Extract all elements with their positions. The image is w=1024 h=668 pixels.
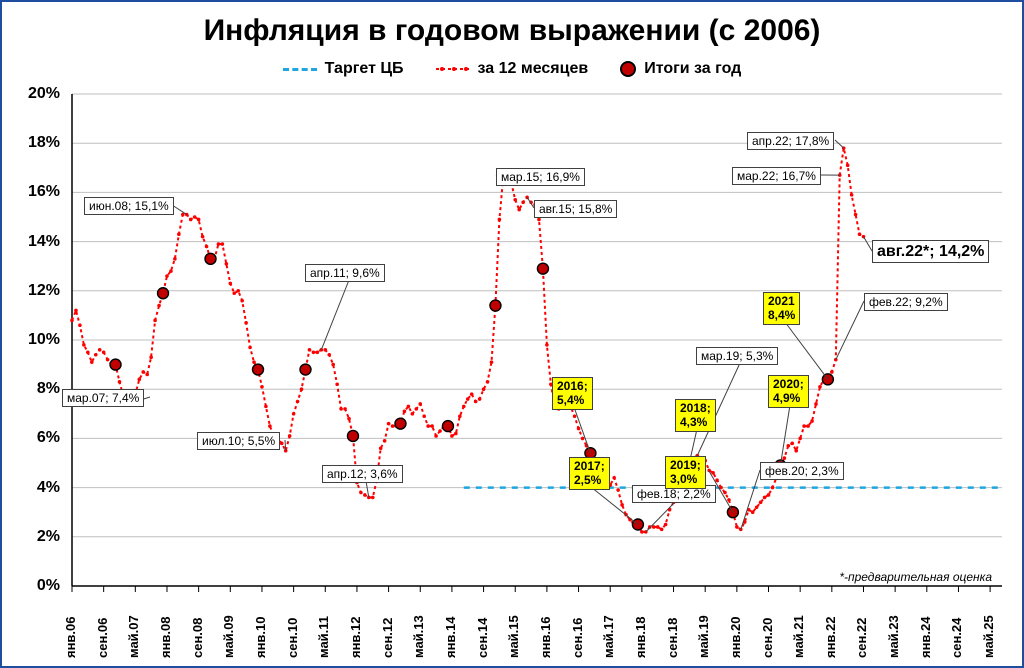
x-tick-label: янв.16 <box>538 616 553 658</box>
x-tick-label: май.23 <box>886 615 901 658</box>
callout-label: мар.22; 16,7% <box>732 167 821 185</box>
x-tick-label: янв.22 <box>823 616 838 658</box>
legend-label-target: Таргет ЦБ <box>325 60 404 78</box>
y-tick-label: 12% <box>28 282 60 300</box>
x-tick-label: янв.24 <box>918 616 933 658</box>
y-tick-label: 20% <box>28 85 60 103</box>
x-tick-label: сен.16 <box>570 618 585 658</box>
y-tick-label: 6% <box>37 429 60 447</box>
callout-label: июн.08; 15,1% <box>84 197 174 215</box>
x-tick-label: сен.10 <box>285 618 300 658</box>
legend-label-12m: за 12 месяцев <box>478 60 589 78</box>
x-tick-label: май.09 <box>221 615 236 658</box>
x-tick-label: сен.24 <box>949 618 964 658</box>
legend: Таргет ЦБ за 12 месяцев Итоги за год <box>2 60 1022 78</box>
x-tick-label: май.19 <box>696 615 711 658</box>
x-tick-label: май.11 <box>316 616 331 658</box>
callout-label: фев.22; 9,2% <box>864 293 948 311</box>
legend-swatch-12m <box>436 64 470 74</box>
y-tick-label: 4% <box>37 479 60 497</box>
x-axis-labels: янв.06сен.06май.07янв.08сен.08май.09янв.… <box>72 586 1002 658</box>
callout-label: мар.15; 16,9% <box>496 168 585 186</box>
callout-label: фев.20; 2,3% <box>760 462 844 480</box>
callout-label: 2020;4,9% <box>768 375 809 408</box>
x-tick-label: май.25 <box>981 615 996 658</box>
x-tick-label: май.15 <box>506 615 521 658</box>
legend-item-annual: Итоги за год <box>620 60 741 78</box>
x-tick-label: янв.20 <box>728 616 743 658</box>
callout-label: 2017;2,5% <box>569 457 610 490</box>
x-tick-label: янв.10 <box>253 616 268 658</box>
legend-item-12m: за 12 месяцев <box>436 60 589 78</box>
callout-label: 2019;3,0% <box>665 456 706 489</box>
x-tick-label: сен.14 <box>475 618 490 658</box>
callout-label: 20218,4% <box>763 292 800 325</box>
x-tick-label: янв.06 <box>63 616 78 658</box>
y-tick-label: 0% <box>37 577 60 595</box>
y-tick-label: 16% <box>28 183 60 201</box>
footnote: *-предварительная оценка <box>839 570 992 584</box>
y-tick-label: 2% <box>37 528 60 546</box>
legend-item-target: Таргет ЦБ <box>283 60 404 78</box>
x-tick-label: сен.20 <box>760 618 775 658</box>
legend-label-annual: Итоги за год <box>644 60 741 78</box>
callout-label: апр.12; 3,6% <box>322 465 403 483</box>
callout-label: мар.19; 5,3% <box>696 347 778 365</box>
callout-label: авг.15; 15,8% <box>534 200 617 218</box>
x-tick-label: сен.12 <box>380 618 395 658</box>
chart-title: Инфляция в годовом выражении (с 2006) <box>2 14 1022 48</box>
x-tick-label: янв.08 <box>158 616 173 658</box>
x-tick-label: сен.18 <box>665 618 680 658</box>
callout-label: 2018;4,3% <box>675 399 716 432</box>
y-tick-label: 14% <box>28 233 60 251</box>
callout-label: 2016;5,4% <box>552 377 593 410</box>
callout-label: мар.07; 7,4% <box>62 389 144 407</box>
x-tick-label: сен.08 <box>190 618 205 658</box>
legend-swatch-annual <box>620 61 636 77</box>
y-axis-labels: 0%2%4%6%8%10%12%14%16%18%20% <box>2 94 64 586</box>
x-tick-label: май.17 <box>601 615 616 658</box>
callout-label: июл.10; 5,5% <box>197 432 280 450</box>
x-tick-label: янв.14 <box>443 616 458 658</box>
x-tick-label: сен.06 <box>95 618 110 658</box>
callout-label: авг.22*; 14,2% <box>872 240 989 263</box>
callout-label: апр.11; 9,6% <box>305 264 385 282</box>
y-tick-label: 18% <box>28 134 60 152</box>
x-tick-label: сен.22 <box>854 618 869 658</box>
callout-label: апр.22; 17,8% <box>747 132 834 150</box>
x-tick-label: янв.18 <box>633 616 648 658</box>
y-tick-label: 8% <box>37 380 60 398</box>
legend-swatch-target <box>283 68 317 71</box>
chart-frame: Инфляция в годовом выражении (с 2006) Та… <box>0 0 1024 668</box>
y-tick-label: 10% <box>28 331 60 349</box>
x-tick-label: май.21 <box>791 615 806 658</box>
x-tick-label: май.13 <box>411 615 426 658</box>
x-tick-label: май.07 <box>126 615 141 658</box>
x-tick-label: янв.12 <box>348 616 363 658</box>
